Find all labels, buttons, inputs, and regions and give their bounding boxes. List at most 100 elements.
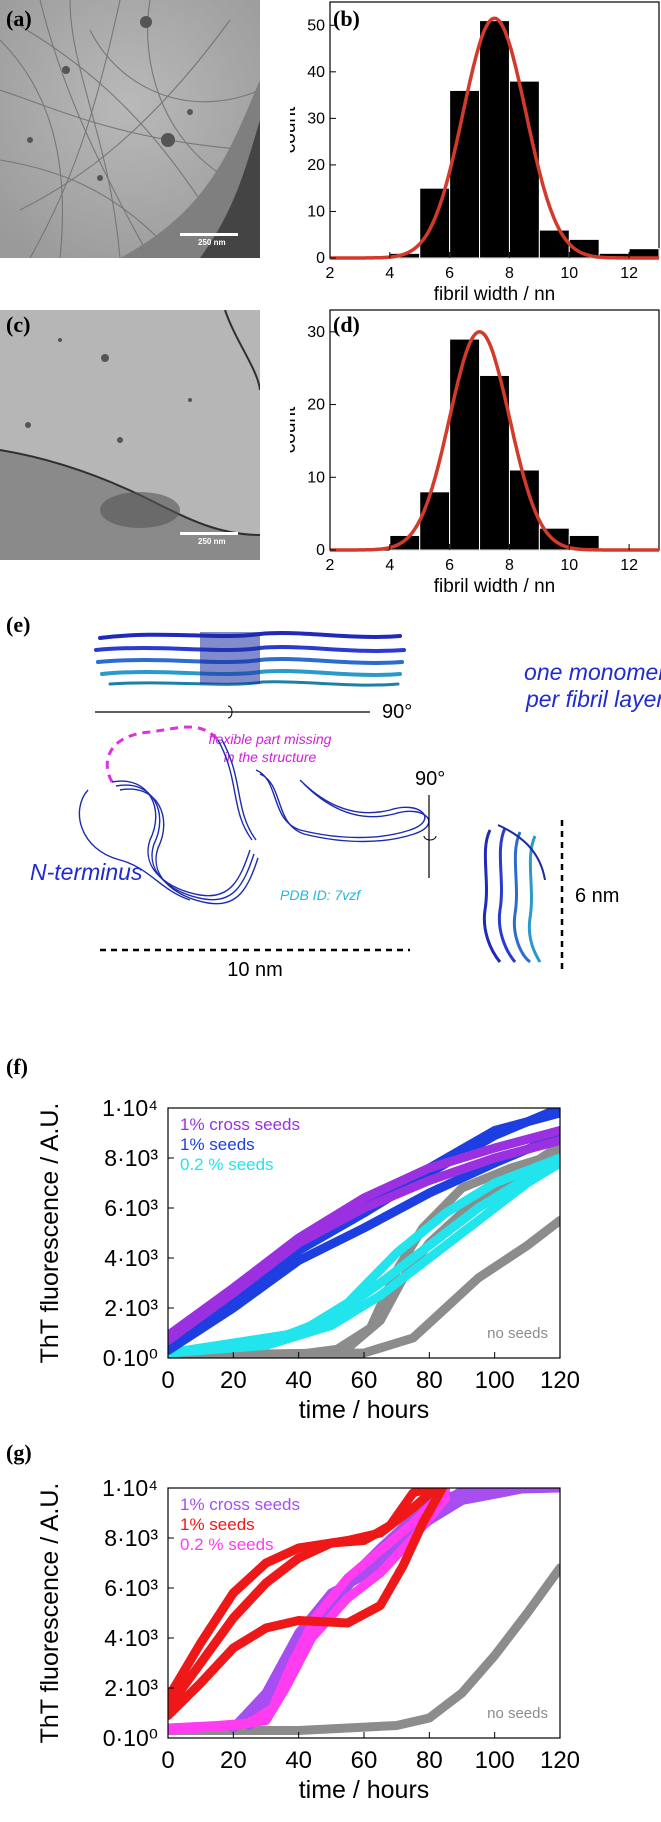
y-tick-label: 1·10⁴ [102, 1095, 158, 1121]
histogram-d: 2 4 6 8 10 12 0 10 20 30 fibril width / nn count [290, 309, 660, 597]
series-curve [168, 1153, 560, 1358]
x-tick-label: 8 [505, 265, 514, 282]
histogram-bar [449, 338, 481, 551]
y-tick-label: 10 [307, 203, 325, 220]
legend-entry: 0.2 % seeds [180, 1155, 274, 1174]
y-tick-label: 30 [307, 324, 325, 341]
panel-f: (f) 0 20 40 60 80 100 120 0·10⁰ 2·10³ 4·10³ 6·10³ 8… [0, 1040, 661, 1440]
y-tick-label: 0 [316, 542, 325, 559]
x-tick-label: 100 [475, 1747, 515, 1774]
x-tick-label: 80 [416, 1747, 443, 1774]
flexible-text-line1: flexible part missing [209, 731, 332, 747]
y-tick-label: 0·10⁰ [103, 1345, 158, 1371]
y-axis-label: count [290, 106, 300, 153]
y-tick-label: 8·10³ [104, 1525, 158, 1551]
scale-label-a: 250 nm [198, 238, 226, 247]
x-axis-label: fibril width / nn [434, 284, 555, 300]
monomer-text-line2: per fibril layer [525, 686, 661, 712]
histogram-bar [449, 89, 481, 259]
gaussian-fit-curve [330, 16, 659, 260]
y-tick-label: 40 [307, 64, 325, 81]
kinetics-chart-f: 0 20 40 60 80 100 120 0·10⁰ 2·10³ 4·10³ 6·10³ 8·10³… [36, 1095, 580, 1424]
y-tick-label: 2·10³ [104, 1295, 158, 1321]
histogram-bar [538, 229, 570, 259]
y-tick-label: 6·10³ [104, 1195, 158, 1221]
no-seeds-annotation: no seeds [487, 1325, 548, 1342]
panel-label-d: (d) [333, 312, 360, 337]
series-curve [168, 1488, 441, 1703]
y-tick-label: 1·10⁴ [102, 1475, 158, 1501]
em-image-a: 250 nm [0, 0, 260, 258]
em-image-c: 250 nm [0, 310, 260, 560]
x-tick-label: 40 [285, 1367, 312, 1394]
width-label: 10 nm [227, 959, 283, 980]
x-tick-label: 2 [326, 265, 335, 282]
y-tick-label: 20 [307, 397, 325, 414]
scale-label-c: 250 nm [198, 537, 226, 546]
x-tick-label: 12 [620, 265, 638, 282]
series-curve [168, 1493, 451, 1735]
x-tick-label: 120 [540, 1747, 580, 1774]
x-tick-label: 100 [475, 1367, 515, 1394]
monomer-text-line1: one monomer [524, 659, 661, 685]
y-tick-label: 4·10³ [104, 1625, 158, 1651]
legend-entry: 1% cross seeds [180, 1495, 300, 1514]
y-axis-label: ThT fluorescence / A.U. [36, 1483, 64, 1744]
y-tick-label: 30 [307, 110, 325, 127]
y-tick-label: 0 [316, 250, 325, 267]
pdb-id-label: PDB ID: 7vzf [280, 887, 362, 903]
series-curve [168, 1158, 560, 1358]
x-tick-label: 6 [445, 557, 454, 574]
structure-diagram: 90° one monomer per fibril layer flexibl… [30, 631, 661, 980]
x-axis-label: fibril width / nn [434, 576, 555, 597]
x-tick-label: 80 [416, 1367, 443, 1394]
histogram-bar [479, 374, 510, 551]
x-tick-label: 120 [540, 1367, 580, 1394]
histogram-bar [568, 238, 600, 259]
legend-entry: 1% seeds [180, 1515, 255, 1534]
x-tick-label: 4 [385, 557, 394, 574]
y-tick-label: 4·10³ [104, 1245, 158, 1271]
x-axis-label: time / hours [299, 1396, 430, 1424]
y-tick-label: 2·10³ [104, 1675, 158, 1701]
legend-entry: 1% cross seeds [180, 1115, 300, 1134]
series-curve [228, 1488, 560, 1733]
kinetics-chart-g: 0 20 40 60 80 100 120 0·10⁰ 2·10³ 4·10³ 6·10³ 8·10³… [36, 1475, 580, 1804]
x-axis-label: time / hours [299, 1776, 430, 1804]
y-tick-label: 20 [307, 157, 325, 174]
series-curve [168, 1148, 560, 1358]
x-tick-label: 0 [161, 1747, 174, 1774]
series-curve [168, 1126, 560, 1340]
y-tick-label: 0·10⁰ [103, 1725, 158, 1751]
rotation-label-1: 90° [382, 701, 412, 723]
histogram-bar [419, 491, 451, 551]
legend-entry: 0.2 % seeds [180, 1535, 274, 1554]
series-curve [168, 1488, 447, 1720]
x-tick-label: 6 [445, 265, 454, 282]
y-tick-label: 6·10³ [104, 1575, 158, 1601]
height-label: 6 nm [575, 885, 619, 907]
histogram-bar [479, 20, 510, 259]
panel-c: 250 nm (c) (d) 2 4 6 8 10 12 0 10 20 30 fibril wid… [0, 300, 661, 610]
x-tick-label: 10 [560, 265, 578, 282]
fibril-stack-top-view [94, 631, 406, 687]
em-fibrils-a [0, 0, 260, 258]
legend-entry: 1% seeds [180, 1135, 255, 1154]
x-tick-label: 60 [351, 1367, 378, 1394]
y-tick-label: 50 [307, 17, 325, 34]
x-tick-label: 20 [220, 1747, 247, 1774]
panel-g: (g) 0 20 40 60 80 100 120 0·10⁰ 2·10³ 4·10³ 6·10³ 8… [0, 1440, 661, 1822]
x-tick-label: 10 [560, 557, 578, 574]
fibril-stack-side-view [482, 824, 546, 964]
series-curve [168, 1563, 560, 1735]
panel-label-b: (b) [333, 6, 360, 31]
y-tick-label: 10 [307, 469, 325, 486]
panel-label-f: (f) [6, 1054, 28, 1079]
panel-label-a: (a) [6, 6, 32, 31]
x-tick-label: 60 [351, 1747, 378, 1774]
x-tick-label: 12 [620, 557, 638, 574]
series-curve [245, 1488, 560, 1730]
x-tick-label: 0 [161, 1367, 174, 1394]
panel-e: (e) 90° one monomer per fibril layer fle… [0, 610, 661, 980]
panel-a: 250 nm (a) (b) 2 4 6 8 10 12 0 10 20 30 40 50 fibril… [0, 0, 661, 300]
